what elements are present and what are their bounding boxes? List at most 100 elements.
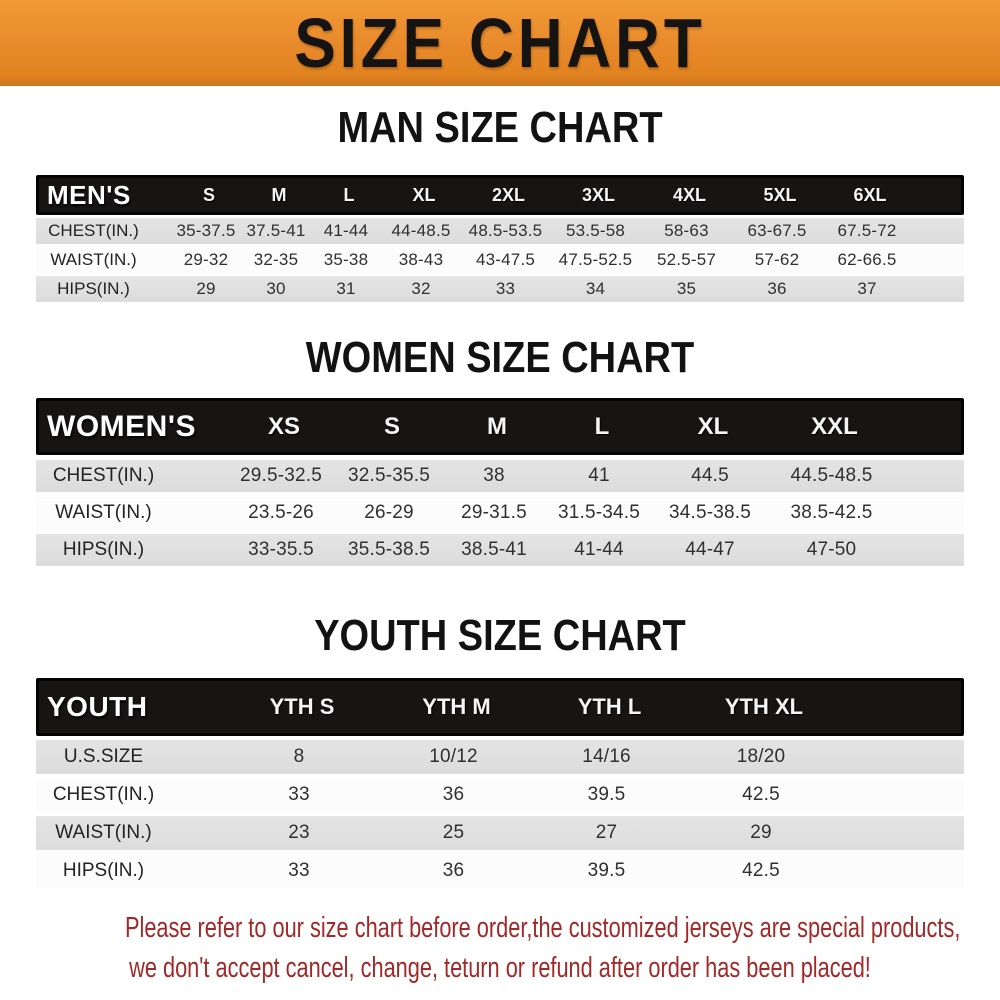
youth-table-row: HIPS(IN.) 33 36 39.5 42.5 [36,854,964,888]
size-value-cell: 27 [595,822,618,843]
row-label: CHEST(IN.) [52,784,155,805]
women-size-table: WOMEN'S XS S M L XL XXL CHEST(IN.) 29.5-32.5 32.5… [36,398,964,566]
size-value-cell: 39.5 [587,784,626,805]
men-header-row: MEN'S S M L XL 2XL 3XL 4XL 5XL 6XL [36,175,964,215]
women-size-column-header: S [383,412,400,440]
women-table-row: HIPS(IN.) 33-35.5 35.5-38.5 38.5-41 41-44 44-… [36,534,964,566]
youth-size-column-header: YTH XL [724,694,804,719]
youth-table-row: WAIST(IN.) 23 25 27 29 [36,816,964,850]
size-value-cell: 44-48.5 [391,221,451,240]
size-value-cell: 41 [588,465,610,486]
size-value-cell: 23.5-26 [248,502,314,523]
size-value-cell: 35-38 [323,250,369,269]
size-value-cell: 47-50 [806,539,857,560]
men-size-column-header: 4XL [672,184,706,205]
row-label: HIPS(IN.) [62,539,145,560]
size-value-cell: 35-37.5 [176,221,236,240]
size-value-cell: 32-35 [253,250,299,269]
size-value-cell: 41-44 [574,539,624,560]
women-header-row: WOMEN'S XS S M L XL XXL [36,398,964,455]
banner-title: SIZE CHART [294,4,706,82]
women-table-row: CHEST(IN.) 29.5-32.5 32.5-35.5 38 41 44.5 44.5… [36,460,964,492]
size-value-cell: 67.5-72 [837,221,897,240]
size-value-cell: 63-67.5 [747,221,807,240]
size-value-cell: 44-47 [685,539,735,560]
size-value-cell: 10/12 [429,746,478,767]
women-size-column-header: XL [697,412,729,440]
size-value-cell: 34.5-38.5 [668,502,752,523]
men-size-table: MEN'S S M L XL 2XL 3XL 4XL 5XL 6XL CHEST(IN.) 35-37… [36,175,964,302]
row-label: CHEST(IN.) [52,465,155,486]
size-value-cell: 38-43 [398,250,444,269]
size-value-cell: 37 [857,279,877,298]
women-size-column-header: M [487,412,507,440]
banner: SIZE CHART [0,0,1000,86]
size-value-cell: 33 [495,279,516,298]
men-size-column-header: M [271,184,287,205]
size-value-cell: 52.5-57 [656,250,717,269]
youth-table-row: CHEST(IN.) 33 36 39.5 42.5 [36,778,964,812]
size-value-cell: 47.5-52.5 [558,250,633,269]
women-table-row: WAIST(IN.) 23.5-26 26-29 29-31.5 31.5-34.5 34… [36,497,964,529]
size-value-cell: 29-32 [183,250,229,269]
youth-size-column-header: YTH M [422,694,491,719]
size-value-cell: 44.5 [691,465,729,486]
men-size-column-header: 3XL [581,184,615,205]
size-value-cell: 26-29 [364,502,414,523]
size-value-cell: 42.5 [742,860,780,881]
size-value-cell: 42.5 [742,784,780,805]
men-table-row: CHEST(IN.) 35-37.5 37.5-41 41-44 44-48.5 48.5… [36,218,964,244]
women-size-column-header: XS [267,412,300,440]
size-value-cell: 32 [411,279,431,298]
order-note-line-2: we don't accept cancel, change, teturn o… [129,952,871,984]
youth-header-label: YOUTH [47,691,148,722]
size-value-cell: 33 [288,860,310,881]
men-size-column-header: 6XL [853,184,887,205]
men-size-column-header: 2XL [491,184,525,205]
size-value-cell: 36 [442,784,465,805]
size-value-cell: 25 [442,822,465,843]
size-value-cell: 44.5-48.5 [790,465,873,486]
men-header-label: MEN'S [47,179,131,210]
women-chart-title: WOMEN SIZE CHART [305,334,695,382]
size-value-cell: 18/20 [736,746,786,767]
row-label: WAIST(IN.) [55,502,152,523]
size-value-cell: 32.5-35.5 [347,465,431,486]
row-label: WAIST(IN.) [50,250,137,269]
size-value-cell: 14/16 [582,746,631,767]
size-value-cell: 43-47.5 [475,250,536,269]
size-value-cell: 35 [676,279,697,298]
row-label: CHEST(IN.) [48,221,139,240]
size-value-cell: 38.5-42.5 [790,502,873,523]
order-note-line-1: Please refer to our size chart before or… [125,912,961,944]
row-label: HIPS(IN.) [57,279,130,298]
size-value-cell: 29.5-32.5 [239,465,323,486]
size-value-cell: 29-31.5 [461,502,527,523]
youth-size-column-header: YTH L [577,694,642,719]
size-value-cell: 41-44 [323,221,369,240]
size-value-cell: 48.5-53.5 [468,221,543,240]
men-size-column-header: L [343,184,355,205]
row-label: WAIST(IN.) [55,822,152,843]
size-value-cell: 23 [288,822,310,843]
size-value-cell: 38.5-41 [461,539,527,560]
youth-chart-title: YOUTH SIZE CHART [314,612,686,660]
size-value-cell: 8 [293,746,305,767]
size-value-cell: 31.5-34.5 [557,502,641,523]
men-table-row: HIPS(IN.) 29 30 31 32 33 34 35 36 37 [36,276,964,302]
size-value-cell: 53.5-58 [565,221,626,240]
size-value-cell: 38 [483,465,505,486]
men-size-column-header: XL [412,184,436,205]
size-value-cell: 33 [288,784,310,805]
size-value-cell: 30 [266,279,286,298]
women-size-column-header: XXL [811,412,858,440]
order-note: Please refer to our size chart before or… [0,908,1000,988]
men-table-row: WAIST(IN.) 29-32 32-35 35-38 38-43 43-47.5 47.… [36,247,964,273]
size-value-cell: 57-62 [754,250,800,269]
men-size-column-header: 5XL [763,184,797,205]
men-chart-title: MAN SIZE CHART [337,104,663,152]
size-value-cell: 39.5 [587,860,626,881]
youth-table-row: U.S.SIZE 8 10/12 14/16 18/20 [36,740,964,774]
row-label: U.S.SIZE [63,746,144,767]
